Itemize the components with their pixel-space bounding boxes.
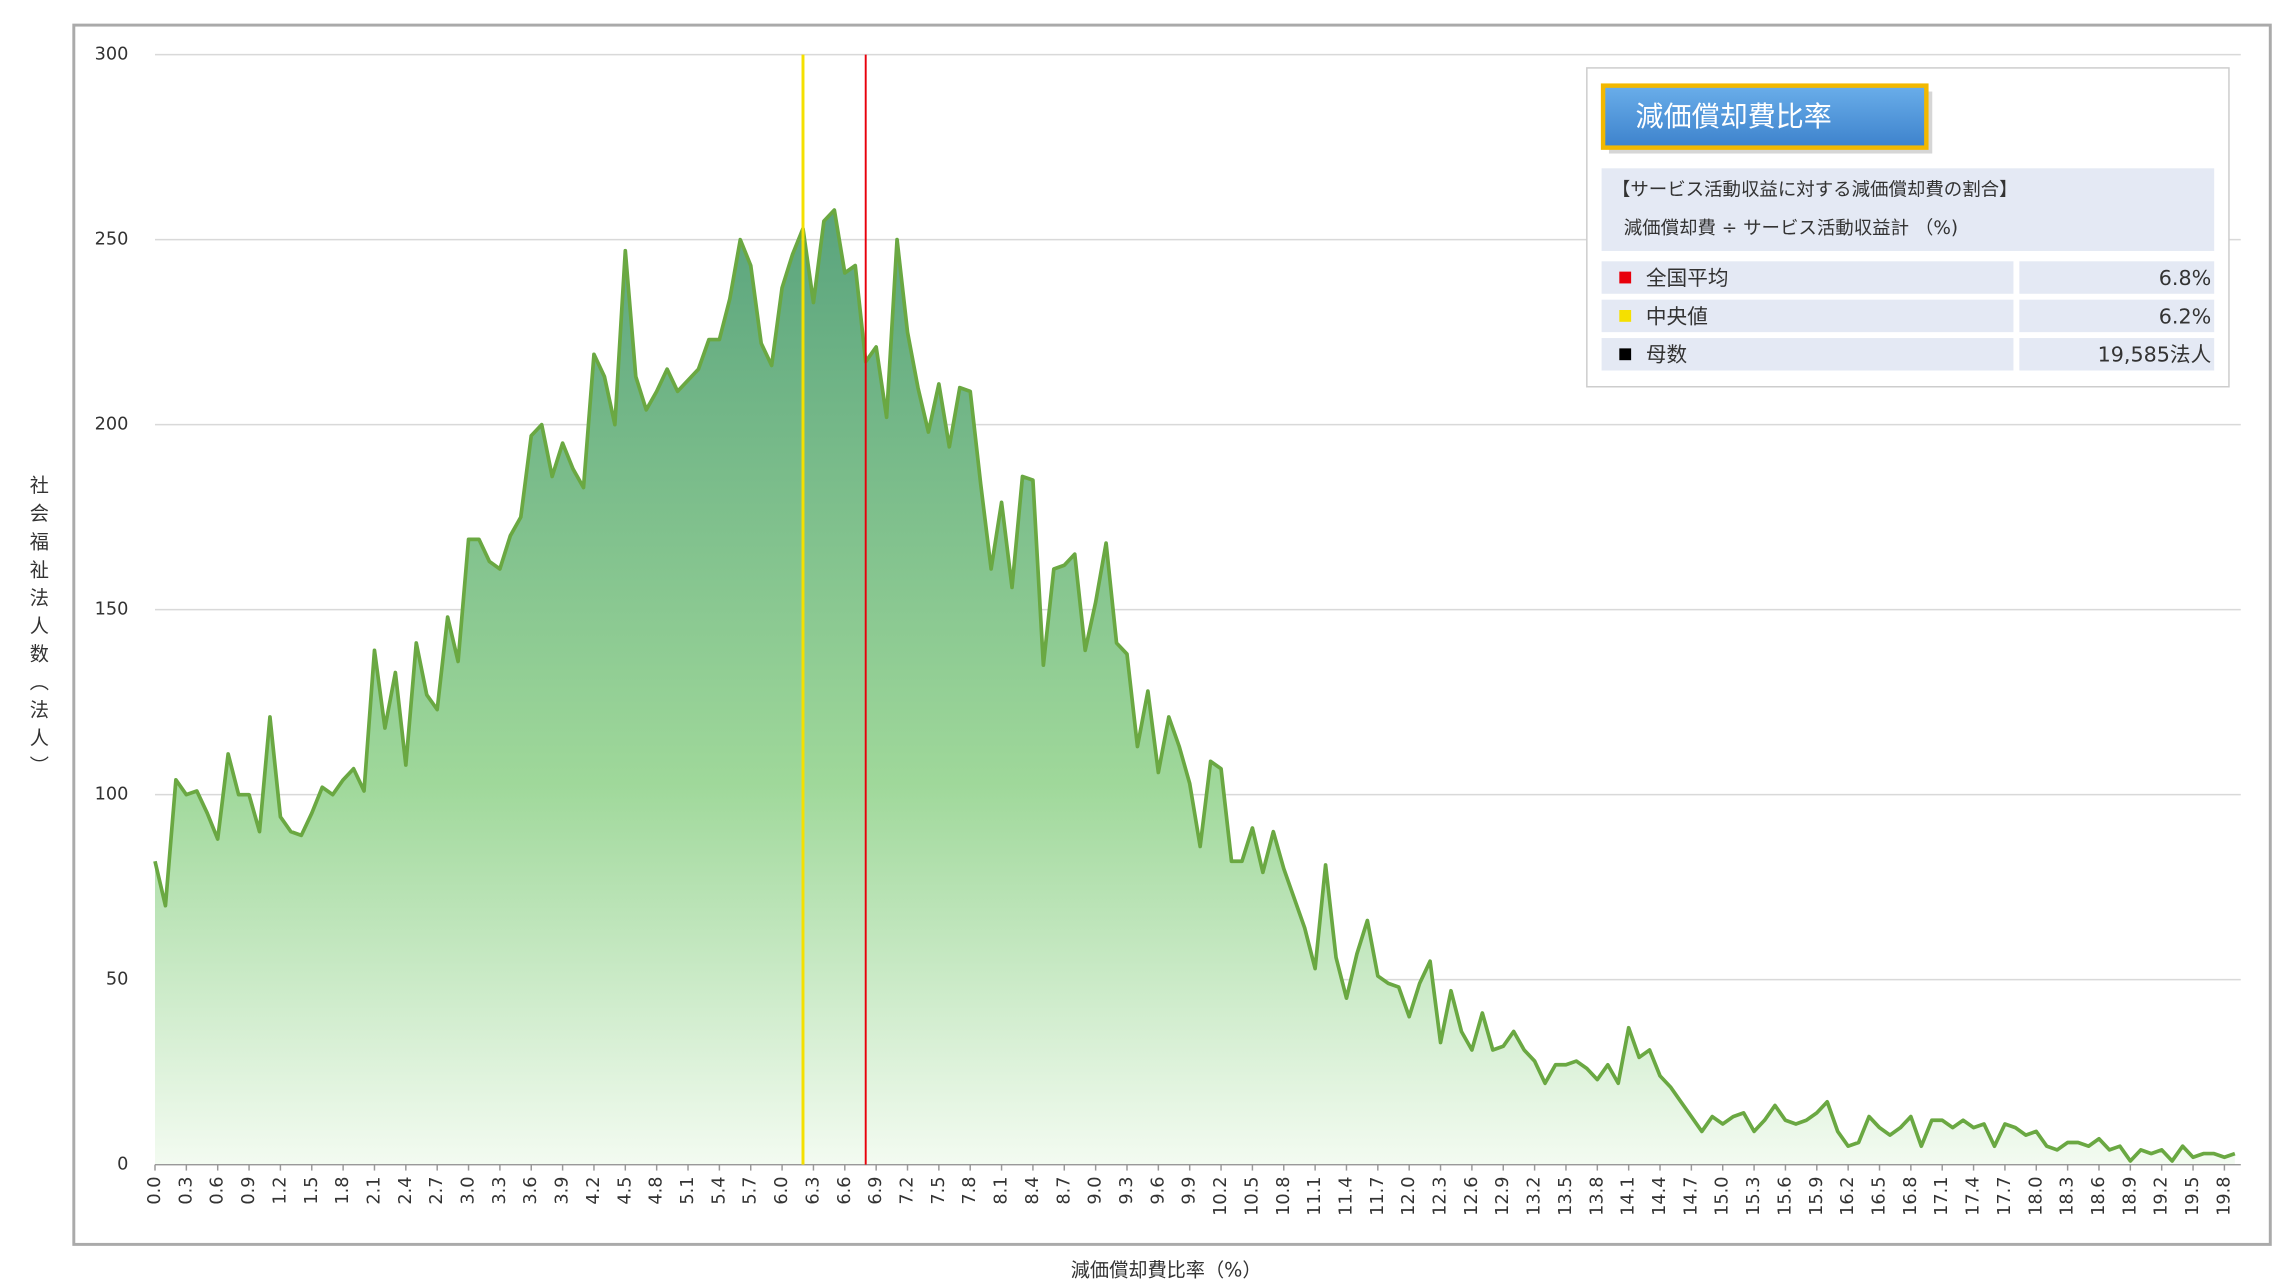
x-tick-label: 16.5 xyxy=(1870,1176,1890,1215)
y-tick-label: 100 xyxy=(95,785,129,805)
legend-value: 6.8% xyxy=(2159,266,2211,290)
x-tick-label: 13.2 xyxy=(1525,1176,1545,1215)
legend-label: 中央値 xyxy=(1646,304,1708,328)
x-tick-label: 2.1 xyxy=(364,1176,384,1204)
x-tick-label: 3.3 xyxy=(490,1176,510,1204)
x-tick-label: 12.0 xyxy=(1399,1176,1419,1215)
x-tick-label: 5.4 xyxy=(709,1176,729,1204)
x-tick-label: 17.4 xyxy=(1964,1176,1984,1215)
x-tick-label: 16.2 xyxy=(1838,1176,1858,1215)
x-tick-label: 15.0 xyxy=(1713,1176,1733,1215)
y-tick-label: 50 xyxy=(106,970,129,990)
x-tick-label: 3.9 xyxy=(553,1176,573,1204)
legend-marker xyxy=(1619,348,1632,361)
x-tick-label: 13.5 xyxy=(1556,1176,1576,1215)
x-tick-label: 5.7 xyxy=(741,1176,761,1204)
legend-marker xyxy=(1619,271,1632,284)
x-tick-label: 4.5 xyxy=(615,1176,635,1204)
info-title: 減価償却費比率 xyxy=(1636,100,1832,133)
x-tick-label: 16.8 xyxy=(1901,1176,1921,1215)
x-tick-label: 1.8 xyxy=(333,1176,353,1204)
x-tick-label: 9.6 xyxy=(1148,1176,1168,1204)
x-tick-label: 7.2 xyxy=(898,1176,918,1204)
x-tick-label: 10.8 xyxy=(1274,1176,1294,1215)
x-tick-label: 12.6 xyxy=(1462,1176,1482,1215)
x-tick-label: 6.6 xyxy=(835,1176,855,1204)
x-tick-label: 4.8 xyxy=(647,1176,667,1204)
x-tick-label: 6.0 xyxy=(772,1176,792,1204)
x-tick-label: 18.6 xyxy=(2089,1176,2109,1215)
x-tick-label: 11.4 xyxy=(1336,1176,1356,1215)
info-cell xyxy=(2019,299,2215,333)
x-tick-label: 15.6 xyxy=(1775,1176,1795,1215)
x-tick-label: 7.8 xyxy=(960,1176,980,1204)
x-tick-label: 17.7 xyxy=(1995,1176,2015,1215)
info-cell xyxy=(2019,261,2215,294)
x-tick-label: 12.3 xyxy=(1431,1176,1451,1215)
x-tick-label: 14.4 xyxy=(1650,1176,1670,1215)
x-tick-label: 14.1 xyxy=(1619,1176,1639,1215)
x-tick-label: 9.3 xyxy=(1117,1176,1137,1204)
x-tick-label: 2.7 xyxy=(427,1176,447,1204)
x-tick-label: 18.9 xyxy=(2120,1176,2140,1215)
y-tick-label: 200 xyxy=(95,415,129,435)
x-tick-label: 3.6 xyxy=(521,1176,541,1204)
x-tick-label: 18.0 xyxy=(2026,1176,2046,1215)
x-tick-label: 19.5 xyxy=(2183,1176,2203,1215)
line xyxy=(153,208,2236,1163)
info-cell xyxy=(1601,299,2014,333)
area xyxy=(154,210,2235,1165)
y-tick-label: 150 xyxy=(95,600,129,620)
y-axis-title: 社会福祉法人数（法人） xyxy=(26,475,49,784)
x-tick-label: 8.7 xyxy=(1054,1176,1074,1204)
x-tick-label: 2.4 xyxy=(396,1176,416,1204)
x-axis-title: 減価償却費比率（%） xyxy=(1071,1258,1262,1281)
x-tick-label: 10.2 xyxy=(1211,1176,1231,1215)
legend-label: 母数 xyxy=(1646,343,1688,367)
legend-value: 6.2% xyxy=(2159,304,2211,328)
x-tick-label: 19.8 xyxy=(2214,1176,2234,1215)
x-tick-label: 6.9 xyxy=(866,1176,886,1204)
info-title-box xyxy=(1600,83,1929,150)
y-tick-label: 250 xyxy=(95,230,129,250)
x-tick-label: 17.1 xyxy=(1932,1176,1952,1215)
y-tick-label: 0 xyxy=(117,1155,128,1175)
x-tick-label: 15.9 xyxy=(1807,1176,1827,1215)
x-tick-label: 0.3 xyxy=(176,1176,196,1204)
info-cell xyxy=(1601,338,2014,371)
info-cell xyxy=(1601,261,2014,294)
x-tick-label: 6.3 xyxy=(803,1176,823,1204)
x-tick-label: 14.7 xyxy=(1681,1176,1701,1215)
x-tick-label: 18.3 xyxy=(2058,1176,2078,1215)
x-tick-label: 12.9 xyxy=(1493,1176,1513,1215)
x-tick-label: 4.2 xyxy=(584,1176,604,1204)
info-line: 【サービス活動収益に対する減価償却費の割合】 xyxy=(1612,179,2018,200)
legend-marker xyxy=(1619,310,1632,322)
x-tick-label: 15.3 xyxy=(1744,1176,1764,1215)
legend-label: 全国平均 xyxy=(1646,266,1729,290)
x-tick-label: 9.9 xyxy=(1180,1176,1200,1204)
x-tick-label: 8.4 xyxy=(1023,1176,1043,1204)
info-desc-bg xyxy=(1601,168,2215,251)
info-line: 減価償却費 ÷ サービス活動収益計 （%) xyxy=(1624,218,1958,239)
x-tick-label: 1.5 xyxy=(302,1176,322,1204)
x-tick-label: 3.0 xyxy=(459,1176,479,1204)
x-tick-label: 5.1 xyxy=(678,1176,698,1204)
x-tick-label: 0.6 xyxy=(208,1176,228,1204)
x-tick-label: 8.1 xyxy=(992,1176,1012,1204)
x-tick-label: 7.5 xyxy=(929,1176,949,1204)
x-tick-label: 11.1 xyxy=(1305,1176,1325,1215)
x-tick-label: 13.8 xyxy=(1587,1176,1607,1215)
info-cell xyxy=(2019,338,2215,371)
x-tick-label: 11.7 xyxy=(1368,1176,1388,1215)
x-tick-label: 19.2 xyxy=(2152,1176,2172,1215)
y-tick-label: 300 xyxy=(95,45,129,65)
x-tick-label: 0.0 xyxy=(145,1176,165,1204)
x-tick-label: 9.0 xyxy=(1086,1176,1106,1204)
x-tick-label: 0.9 xyxy=(239,1176,259,1204)
x-tick-label: 1.2 xyxy=(270,1176,290,1204)
x-tick-label: 10.5 xyxy=(1242,1176,1262,1215)
legend-value: 19,585法人 xyxy=(2098,343,2212,367)
